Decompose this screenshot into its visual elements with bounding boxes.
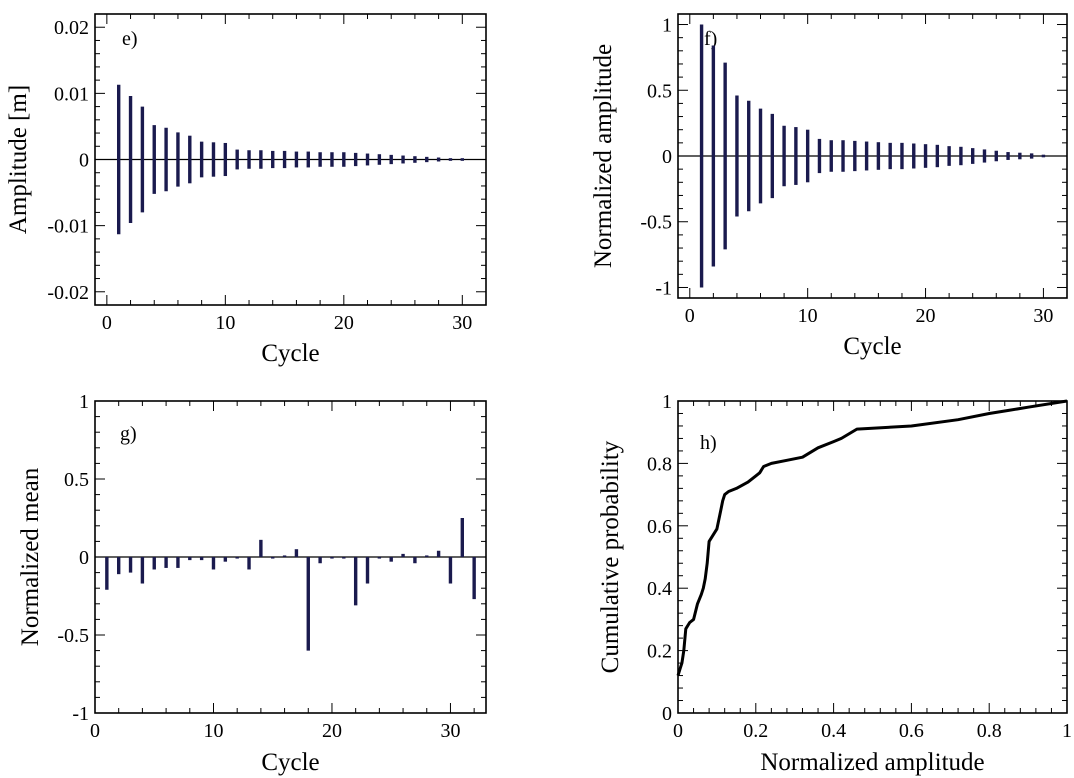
panel-f: 0 10 20 30 1 0.5 0 -0.5 -1 Cycle Normalized amplit… xyxy=(590,13,1068,360)
x-axis-label: Cycle xyxy=(843,333,901,360)
x-axis-label: Cycle xyxy=(261,749,319,776)
x-tick-label: 0.8 xyxy=(977,720,1002,742)
x-tick-label: 20 xyxy=(322,720,342,742)
x-tick-label: 1 xyxy=(1062,720,1072,742)
y-axis-label: Amplitude [m] xyxy=(5,85,32,234)
x-tick-label: 0 xyxy=(90,720,100,742)
x-tick-label: 0 xyxy=(102,312,112,334)
panel-e: 0 10 20 30 0.02 0.01 0 -0.01 -0.02 Cycle Amplitude… xyxy=(5,13,487,367)
y-tick-label: -0.5 xyxy=(640,212,672,234)
y-tick-label: 0.5 xyxy=(647,80,672,102)
y-axis-label: Normalized amplitude xyxy=(590,44,617,268)
x-tick-label: 30 xyxy=(452,312,472,334)
panel-label: h) xyxy=(700,432,717,454)
x-tick-label: 20 xyxy=(916,305,936,327)
y-tick-label: -0.5 xyxy=(57,625,89,647)
y-tick-label: 0.8 xyxy=(647,453,672,475)
x-tick-label: 10 xyxy=(215,312,235,334)
x-tick-label: 0 xyxy=(673,720,683,742)
plot-frame xyxy=(677,400,1068,714)
x-tick-label: 30 xyxy=(1033,305,1053,327)
panel-g: 0 10 20 30 1 0.5 0 -0.5 -1 Cycle Normalized mean g) xyxy=(17,391,487,776)
y-tick-label: 0.01 xyxy=(54,83,89,105)
y-tick-label: 0.2 xyxy=(647,641,672,663)
x-axis-label: Normalized amplitude xyxy=(760,749,984,776)
x-axis-label: Cycle xyxy=(261,340,319,367)
y-tick-label: -0.02 xyxy=(47,282,89,304)
panel-h: 0 0.2 0.4 0.6 0.8 1 1 0.8 0.6 0.4 0.2 0 Normalized a… xyxy=(597,391,1072,776)
x-tick-label: 30 xyxy=(440,720,460,742)
x-tick-label: 0.2 xyxy=(743,720,768,742)
x-tick-label: 0.4 xyxy=(821,720,846,742)
x-tick-label: 0.6 xyxy=(899,720,924,742)
y-tick-label: 0 xyxy=(79,150,89,172)
y-tick-label: 0 xyxy=(79,547,89,569)
panel-label: e) xyxy=(122,28,138,50)
y-axis-label: Normalized mean xyxy=(17,467,44,646)
y-tick-label: -1 xyxy=(655,277,672,299)
y-tick-label: 1 xyxy=(662,391,672,413)
cdf-curve xyxy=(676,399,1068,677)
y-tick-label: 0.02 xyxy=(54,17,89,39)
y-tick-label: 1 xyxy=(79,391,89,413)
panel-label: f) xyxy=(704,28,717,50)
y-tick-label: 0.5 xyxy=(64,469,89,491)
x-tick-label: 20 xyxy=(334,312,354,334)
y-tick-label: 0 xyxy=(662,146,672,168)
x-tick-label: 10 xyxy=(798,305,818,327)
x-tick-label: 10 xyxy=(203,720,223,742)
y-tick-label: -1 xyxy=(72,703,89,725)
panel-label: g) xyxy=(120,423,137,445)
x-tick-label: 0 xyxy=(685,305,695,327)
y-tick-label: 0.4 xyxy=(647,578,672,600)
y-tick-label: 0.6 xyxy=(647,516,672,538)
y-tick-label: 0 xyxy=(662,703,672,725)
y-axis-label: Cumulative probability xyxy=(597,440,624,673)
y-tick-label: -0.01 xyxy=(47,216,89,238)
y-tick-label: 1 xyxy=(662,15,672,37)
